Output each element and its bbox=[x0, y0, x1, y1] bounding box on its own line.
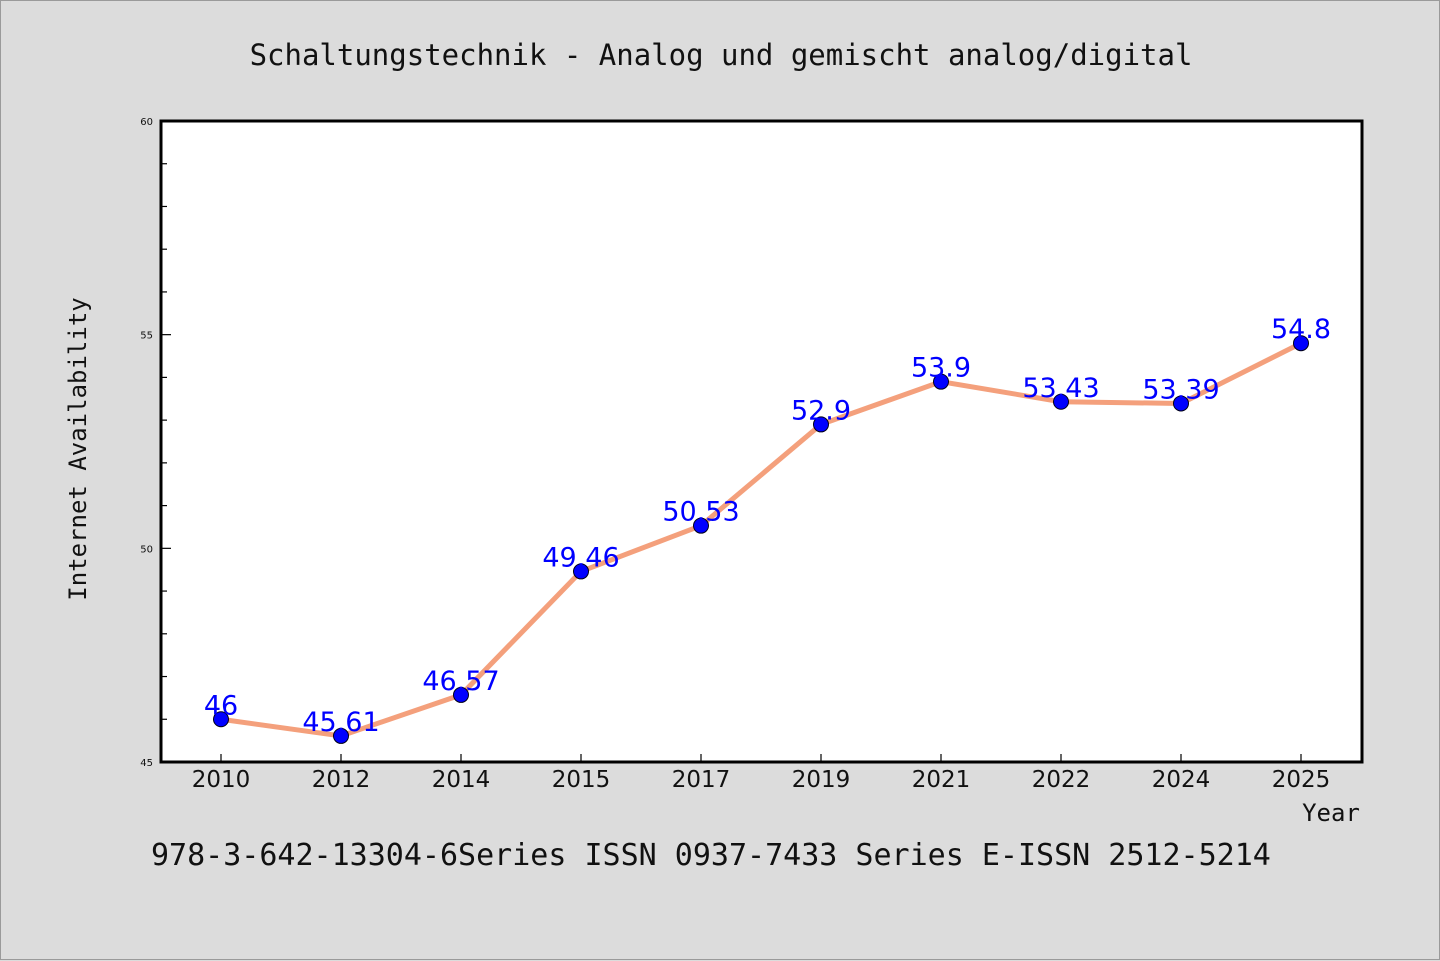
x-tick-label: 2012 bbox=[312, 767, 371, 793]
y-tick-label: 45 bbox=[140, 758, 153, 769]
x-tick-label: 2019 bbox=[792, 767, 851, 793]
data-label-2010: 46 bbox=[204, 690, 238, 721]
data-point-2014 bbox=[453, 686, 469, 703]
plot-area bbox=[159, 119, 1364, 764]
data-label-2022: 53.43 bbox=[1022, 373, 1099, 404]
x-tick-label: 2021 bbox=[912, 767, 971, 793]
data-label-2021: 53.9 bbox=[911, 353, 971, 384]
data-point-2022 bbox=[1053, 393, 1069, 410]
x-tick-label: 2022 bbox=[1032, 767, 1091, 793]
x-tick-label: 2010 bbox=[192, 767, 251, 793]
data-point-2012 bbox=[333, 727, 349, 744]
x-tick-label: 2024 bbox=[1152, 767, 1211, 793]
y-axis-label: Internet Availability bbox=[64, 297, 92, 600]
data-label-2017: 50.53 bbox=[662, 497, 739, 528]
data-label-2025: 54.8 bbox=[1271, 314, 1331, 345]
y-tick-label: 55 bbox=[140, 331, 153, 342]
data-label-2015: 49.46 bbox=[542, 542, 619, 573]
x-axis-label: Year bbox=[1302, 799, 1360, 827]
data-point-2024 bbox=[1173, 395, 1189, 412]
x-tick-label: 2025 bbox=[1272, 767, 1331, 793]
series-layer: 46 45.61 46.57 49.46 50.53 52.9 53.9 53.43 53.39… bbox=[204, 314, 1331, 744]
data-point-2017 bbox=[693, 517, 709, 534]
x-tick-label: 2015 bbox=[552, 767, 611, 793]
data-label-2024: 53.39 bbox=[1142, 374, 1219, 405]
footer-isbn-issn: 978-3-642-13304-6Series ISSN 0937-7433 S… bbox=[151, 838, 1271, 873]
data-point-2025 bbox=[1293, 335, 1309, 352]
chart-title: Schaltungstechnik - Analog und gemischt … bbox=[250, 38, 1193, 72]
x-tick-label: 2017 bbox=[672, 767, 731, 793]
data-label-2014: 46.57 bbox=[422, 666, 499, 697]
series-line bbox=[218, 340, 1304, 739]
data-point-2010 bbox=[213, 711, 229, 728]
y-tick-label: 60 bbox=[140, 117, 153, 128]
x-tick-label: 2014 bbox=[432, 767, 491, 793]
x-axis: 2010 2012 2014 2015 2017 2019 2021 2022 2024 2025 bbox=[192, 754, 1331, 793]
data-label-2019: 52.9 bbox=[791, 395, 851, 426]
y-axis: 45 50 55 60 bbox=[140, 117, 171, 769]
data-point-2021 bbox=[933, 373, 949, 390]
y-tick-label: 50 bbox=[140, 544, 153, 555]
data-label-2012: 45.61 bbox=[302, 707, 379, 738]
data-point-2019 bbox=[813, 416, 829, 433]
data-point-2015 bbox=[573, 563, 589, 580]
